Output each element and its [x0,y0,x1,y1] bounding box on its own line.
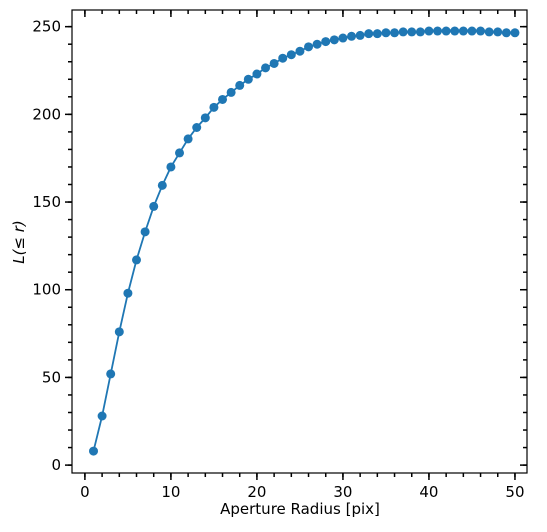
y-tick-label: 0 [51,456,61,474]
marker [192,123,202,133]
marker [338,33,348,43]
x-tick-label: 50 [505,483,524,501]
marker [209,102,219,112]
marker [433,26,443,36]
marker [493,27,503,37]
marker [484,27,494,37]
marker [106,369,116,379]
marker [476,26,486,36]
x-axis-label: Aperture Radius [pix] [220,500,380,518]
marker [312,39,322,49]
marker [278,53,288,63]
marker [243,74,253,84]
marker [226,87,236,97]
y-tick-label: 150 [32,193,61,211]
marker [218,94,228,104]
marker [235,80,245,90]
marker [390,28,400,38]
y-tick-label: 50 [42,368,61,386]
marker [261,63,271,73]
marker [97,411,107,421]
y-tick-label: 100 [32,281,61,299]
x-tick-label: 40 [419,483,438,501]
line [92,30,515,452]
marker [424,26,434,36]
marker [89,446,99,456]
marker [501,28,511,38]
marker [458,26,468,36]
marker [132,255,142,265]
marker [183,134,193,144]
marker [415,27,425,37]
marker [286,50,296,60]
marker [149,201,159,211]
marker [200,113,210,123]
y-axis-label: L(≤ r) [10,220,28,264]
marker [295,46,305,56]
marker [166,162,176,172]
marker [157,180,167,190]
marker [398,27,408,37]
y-tick-label: 250 [32,18,61,36]
marker [381,28,391,38]
marker [347,31,357,41]
x-tick-label: 10 [161,483,180,501]
marker [123,288,133,298]
marker [355,30,365,40]
x-tick-label: 0 [80,483,90,501]
marker [510,28,520,38]
x-tick-label: 30 [333,483,352,501]
marker [364,29,374,39]
marker [140,227,150,237]
marker [441,26,451,36]
marker [321,37,331,47]
x-tick-label: 20 [247,483,266,501]
marker [252,69,262,79]
y-tick-label: 200 [32,105,61,123]
marker [372,29,382,39]
marker [467,26,477,36]
marker [114,327,124,337]
marker [175,148,185,158]
marker [450,26,460,36]
marker [269,58,279,68]
marker [407,27,417,37]
marker [304,42,314,52]
marker [329,35,339,45]
plot-frame [71,9,528,474]
